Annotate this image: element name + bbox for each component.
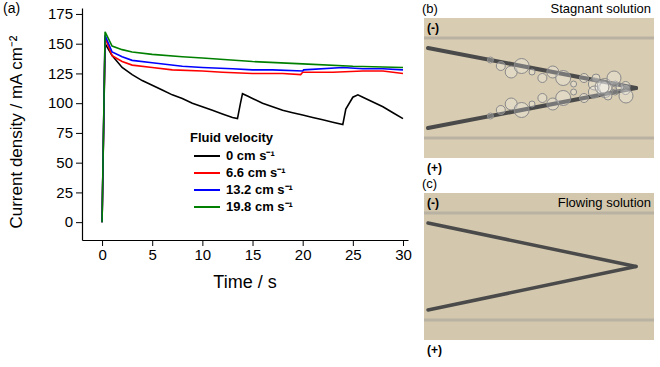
- x-tick-label: 25: [345, 246, 362, 263]
- data-line: [102, 35, 403, 222]
- bubble: [496, 106, 505, 115]
- photo-panel: (c) Flowing solution (-) (+): [422, 176, 654, 357]
- bubble: [487, 57, 493, 63]
- bubble: [580, 94, 589, 103]
- channel-wall: [424, 212, 654, 215]
- electrode-label: (-): [427, 196, 439, 210]
- legend-label: 19.8 cm s⁻¹: [226, 199, 293, 214]
- bubble: [556, 91, 571, 106]
- x-tick-label: 15: [245, 246, 262, 263]
- legend-label: 13.2 cm s⁻¹: [226, 182, 293, 197]
- electrode-label: (+): [427, 343, 442, 357]
- photo-background: [424, 18, 654, 158]
- x-tick: 30: [395, 240, 412, 263]
- bubble: [604, 92, 612, 100]
- x-tick: 10: [195, 240, 212, 263]
- bubble: [514, 59, 529, 74]
- y-tick: 125: [48, 65, 82, 82]
- legend-swatch: [194, 155, 220, 157]
- electrode: [428, 223, 636, 267]
- electrode-label: (-): [427, 21, 439, 35]
- legend-label: 6.6 cm s⁻¹: [226, 165, 286, 180]
- y-tick-label: 175: [48, 5, 73, 22]
- photo-caption: Flowing solution: [558, 195, 651, 210]
- channel-wall: [424, 319, 654, 322]
- bubble: [571, 89, 577, 95]
- data-line: [102, 32, 403, 222]
- legend: Fluid velocity 0 cm s⁻¹ 6.6 cm s⁻¹ 13.2 cm …: [190, 130, 293, 214]
- y-tick-label: 25: [56, 184, 73, 201]
- channel-wall: [424, 137, 654, 140]
- y-tick-label: 125: [48, 65, 73, 82]
- y-tick: 0: [65, 213, 82, 230]
- channel-wall: [424, 37, 654, 40]
- x-tick-label: 10: [195, 246, 212, 263]
- y-tick-mark: [76, 192, 82, 193]
- x-tick: 5: [149, 240, 157, 263]
- bubble: [571, 81, 577, 87]
- y-tick-label: 0: [65, 213, 73, 230]
- bubble: [487, 113, 493, 119]
- data-line: [102, 38, 403, 222]
- y-tick-mark: [76, 44, 82, 45]
- panel-label: (b): [422, 1, 438, 16]
- y-tick-mark: [76, 163, 82, 164]
- x-axis: 0 5 10 15 20 25 30: [83, 240, 412, 263]
- y-tick-mark: [76, 73, 82, 74]
- y-tick: 75: [56, 124, 82, 141]
- y-tick: 100: [48, 94, 82, 111]
- legend-title: Fluid velocity: [190, 130, 274, 145]
- x-tick: 20: [295, 240, 312, 263]
- y-tick-label: 100: [48, 94, 73, 111]
- y-tick: 150: [48, 35, 82, 52]
- bubble: [514, 103, 529, 118]
- y-tick-label: 150: [48, 35, 73, 52]
- bubble: [529, 69, 535, 75]
- y-tick: 25: [56, 184, 82, 201]
- y-tick: 175: [48, 5, 82, 22]
- electrode: [428, 267, 636, 311]
- bubble: [496, 62, 505, 71]
- y-tick-mark: [76, 133, 82, 134]
- x-tick-label: 0: [98, 246, 106, 263]
- x-tick-label: 20: [295, 246, 312, 263]
- figure: 0 5 10 15 20 25 30 0 25 50 75 100 125 150 175 Fluid vel…: [0, 0, 660, 367]
- y-tick-label: 50: [56, 154, 73, 171]
- bubble: [556, 71, 571, 86]
- bubble: [580, 74, 589, 83]
- panel-label: (a): [3, 0, 20, 16]
- legend-swatch: [194, 189, 220, 191]
- x-tick-label: 5: [149, 246, 157, 263]
- legend-label: 0 cm s⁻¹: [226, 148, 275, 163]
- y-tick-mark: [76, 103, 82, 104]
- legend-swatch: [194, 172, 220, 174]
- y-tick-mark: [76, 14, 82, 15]
- electrode: [428, 88, 636, 128]
- x-axis-title: Time / s: [213, 272, 276, 292]
- x-tick: 15: [245, 240, 262, 263]
- x-axis-line: [83, 240, 409, 241]
- x-tick: 25: [345, 240, 362, 263]
- bubble: [619, 89, 633, 103]
- y-tick-label: 75: [56, 124, 73, 141]
- y-axis: 0 25 50 75 100 125 150 175: [48, 5, 83, 240]
- legend-swatch: [194, 206, 220, 208]
- y-axis-line: [82, 9, 83, 241]
- plot-lines: [102, 32, 403, 222]
- bubble: [538, 74, 547, 83]
- y-axis-title: Current density / mA cm⁻²: [7, 35, 26, 228]
- bubble: [529, 101, 535, 107]
- x-tick-label: 30: [395, 246, 412, 263]
- electrode-label: (+): [427, 161, 442, 175]
- y-tick: 50: [56, 154, 82, 171]
- photo-caption: Stagnant solution: [551, 1, 651, 16]
- photo-panel: (b) Stagnant solution (-) (+): [422, 1, 654, 175]
- x-tick: 0: [98, 240, 106, 263]
- y-tick-mark: [76, 222, 82, 223]
- panel-label: (c): [422, 176, 437, 191]
- bubble: [538, 94, 547, 103]
- photo-background: [424, 193, 654, 340]
